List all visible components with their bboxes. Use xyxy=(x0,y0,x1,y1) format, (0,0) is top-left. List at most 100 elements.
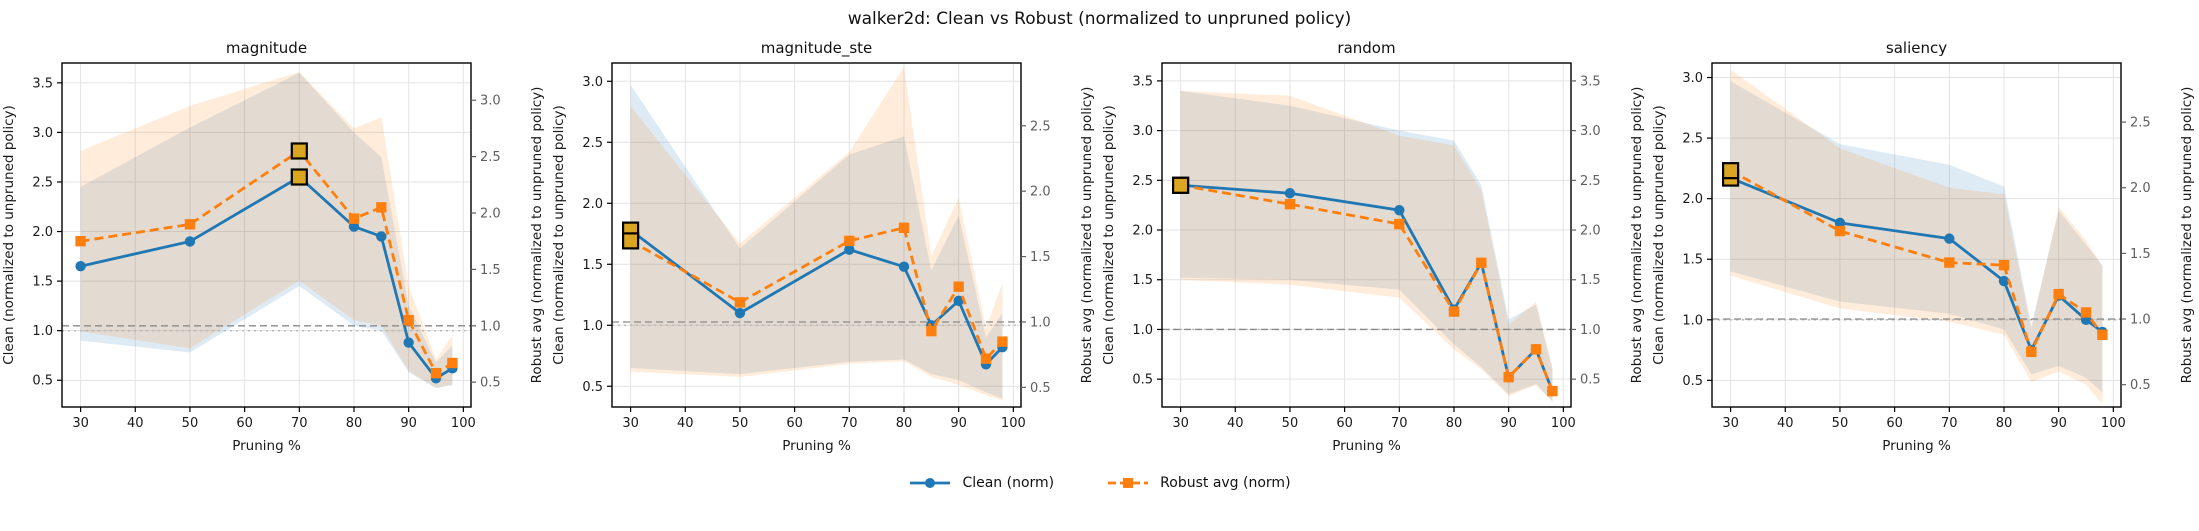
figure-legend: Clean (norm) Robust avg (norm) xyxy=(0,475,2199,491)
legend-square-swatch-icon xyxy=(1108,478,1149,488)
x-tick-label: 100 xyxy=(451,416,476,431)
y-tick-label-right: 2.0 xyxy=(1580,224,1601,239)
clean-norm-band xyxy=(630,84,1003,399)
robust-avg-norm-marker xyxy=(997,336,1008,347)
y-tick-label-left: 1.0 xyxy=(1682,313,1703,328)
y-tick-label-right: 1.0 xyxy=(480,319,501,334)
x-tick-label: 90 xyxy=(950,416,967,431)
robust-avg-norm-marker xyxy=(1944,257,1955,268)
x-tick-label: 100 xyxy=(2101,416,2126,431)
robust-avg-norm-marker xyxy=(1834,225,1846,237)
y-tick-label-left: 3.0 xyxy=(32,126,53,141)
robust-avg-norm-marker xyxy=(953,281,964,292)
clean-norm-band xyxy=(1180,90,1553,402)
best-point-highlight xyxy=(1721,162,1740,180)
robust-avg-norm-line xyxy=(629,226,1004,362)
y-tick-label-left: 3.0 xyxy=(582,75,603,90)
y-axis-label-right: Robust avg (normalized to unpruned polic… xyxy=(529,87,545,384)
y-tick-label-left: 0.5 xyxy=(1132,373,1153,388)
plot-frame xyxy=(611,62,1022,408)
plot-frame xyxy=(1161,62,1572,408)
clean-norm-marker xyxy=(898,261,910,272)
y-tick-label-right: 1.5 xyxy=(1580,273,1601,288)
y-tick-label-left: 2.0 xyxy=(582,197,603,212)
y-tick-label-left: 2.5 xyxy=(1132,174,1153,189)
x-tick-label: 70 xyxy=(291,416,308,431)
robust-avg-norm-marker xyxy=(980,353,992,364)
y-tick-label-right: 2.0 xyxy=(480,207,501,222)
robust-avg-norm-line xyxy=(1729,169,2104,356)
x-tick-label: 100 xyxy=(1001,416,1026,431)
y-tick-label-right: 1.5 xyxy=(480,263,501,278)
y-tick-label-left: 2.0 xyxy=(32,225,53,240)
clean-norm-marker xyxy=(953,295,964,307)
y-tick-label-right: 1.0 xyxy=(1030,315,1051,330)
robust-avg-norm-marker xyxy=(2053,288,2064,300)
clean-norm-band xyxy=(1730,81,2103,393)
subplot-magnitude: 30 40 50 60 70 80 90 100 0.5 1.0 1.5 2.0 2.5 3.0 3.5 0.… xyxy=(1,39,545,454)
robust-avg-norm-marker xyxy=(348,213,360,224)
y-axis-label-left: Clean (normalized to unpruned policy) xyxy=(1,105,17,365)
robust-avg-norm-marker xyxy=(430,367,442,379)
subplot-random: 30 40 50 60 70 80 90 100 0.5 1.0 1.5 2.0 2.5 3.0 3.5 0.… xyxy=(1101,39,1645,454)
y-tick-label-right: 3.0 xyxy=(1580,124,1601,139)
x-axis-label: Pruning % xyxy=(232,438,301,454)
charts-row: 30 40 50 60 70 80 90 100 0.5 1.0 1.5 2.0 2.5 3.0 3.5 0.… xyxy=(0,33,2199,473)
x-tick-label: 100 xyxy=(1551,416,1576,431)
x-tick-label: 70 xyxy=(1391,416,1408,431)
y-tick-label-left: 3.0 xyxy=(1682,71,1703,86)
y-tick-label-left: 1.5 xyxy=(32,275,53,290)
y-tick-label-left: 3.5 xyxy=(32,76,53,91)
x-tick-label: 70 xyxy=(841,416,858,431)
y-tick-label-right: 1.0 xyxy=(2130,313,2151,328)
robust-avg-norm-marker xyxy=(1476,257,1487,269)
best-point-highlight xyxy=(290,168,308,186)
legend-label: Clean (norm) xyxy=(962,475,1055,491)
robust-avg-norm-marker xyxy=(2080,307,2092,318)
legend-item-clean-norm: Clean (norm) xyxy=(908,475,1054,491)
y-tick-label-right: 1.0 xyxy=(1580,323,1601,338)
clean-norm-marker xyxy=(1284,188,1296,199)
y-tick-label-right: 3.0 xyxy=(480,94,501,109)
x-tick-label: 80 xyxy=(346,416,363,431)
y-tick-label-right: 0.5 xyxy=(480,376,501,391)
robust-avg-norm-marker xyxy=(1503,371,1514,383)
y-tick-label-left: 1.5 xyxy=(1682,253,1703,268)
y-axis-label-right: Robust avg (normalized to unpruned polic… xyxy=(1079,87,1095,384)
x-tick-label: 60 xyxy=(1336,416,1353,431)
clean-norm-marker xyxy=(734,307,746,319)
robust-avg-norm-marker xyxy=(1530,344,1542,355)
best-point-highlight xyxy=(621,232,640,250)
best-point-highlight xyxy=(1171,176,1190,194)
clean-norm-marker xyxy=(376,231,387,242)
robust-avg-norm-marker xyxy=(926,325,937,337)
y-tick-label-left: 0.5 xyxy=(582,380,603,395)
y-tick-label-left: 1.0 xyxy=(32,324,53,339)
robust-avg-norm-marker xyxy=(844,235,855,247)
robust-avg-norm-marker xyxy=(1284,198,1296,210)
x-axis-label: Pruning % xyxy=(1882,438,1951,454)
robust-avg-norm-marker xyxy=(75,236,86,247)
y-tick-label-left: 2.5 xyxy=(1682,132,1703,147)
robust-avg-norm-marker xyxy=(734,297,746,308)
subplot-title: magnitude_ste xyxy=(761,39,873,58)
robust-avg-norm-band xyxy=(630,66,1003,401)
clean-norm-marker xyxy=(1944,233,1955,244)
robust-avg-norm-band xyxy=(1180,90,1553,403)
clean-norm-marker xyxy=(1834,217,1846,229)
clean-norm-marker xyxy=(348,221,360,232)
y-tick-label-right: 2.0 xyxy=(2130,181,2151,196)
subplot-title: saliency xyxy=(1886,39,1947,57)
x-tick-label: 40 xyxy=(1227,416,1244,431)
y-tick-label-right: 3.5 xyxy=(1580,74,1601,89)
x-tick-label: 80 xyxy=(1446,416,1463,431)
legend-marker xyxy=(1123,478,1134,488)
y-tick-label-right: 0.5 xyxy=(1030,381,1051,396)
y-tick-label-right: 1.5 xyxy=(2130,247,2151,262)
plot-frame xyxy=(61,62,472,408)
y-tick-label-right: 0.5 xyxy=(2130,378,2151,393)
legend-marker xyxy=(925,478,936,488)
robust-avg-norm-marker xyxy=(1998,259,2010,271)
x-tick-label: 50 xyxy=(732,416,749,431)
